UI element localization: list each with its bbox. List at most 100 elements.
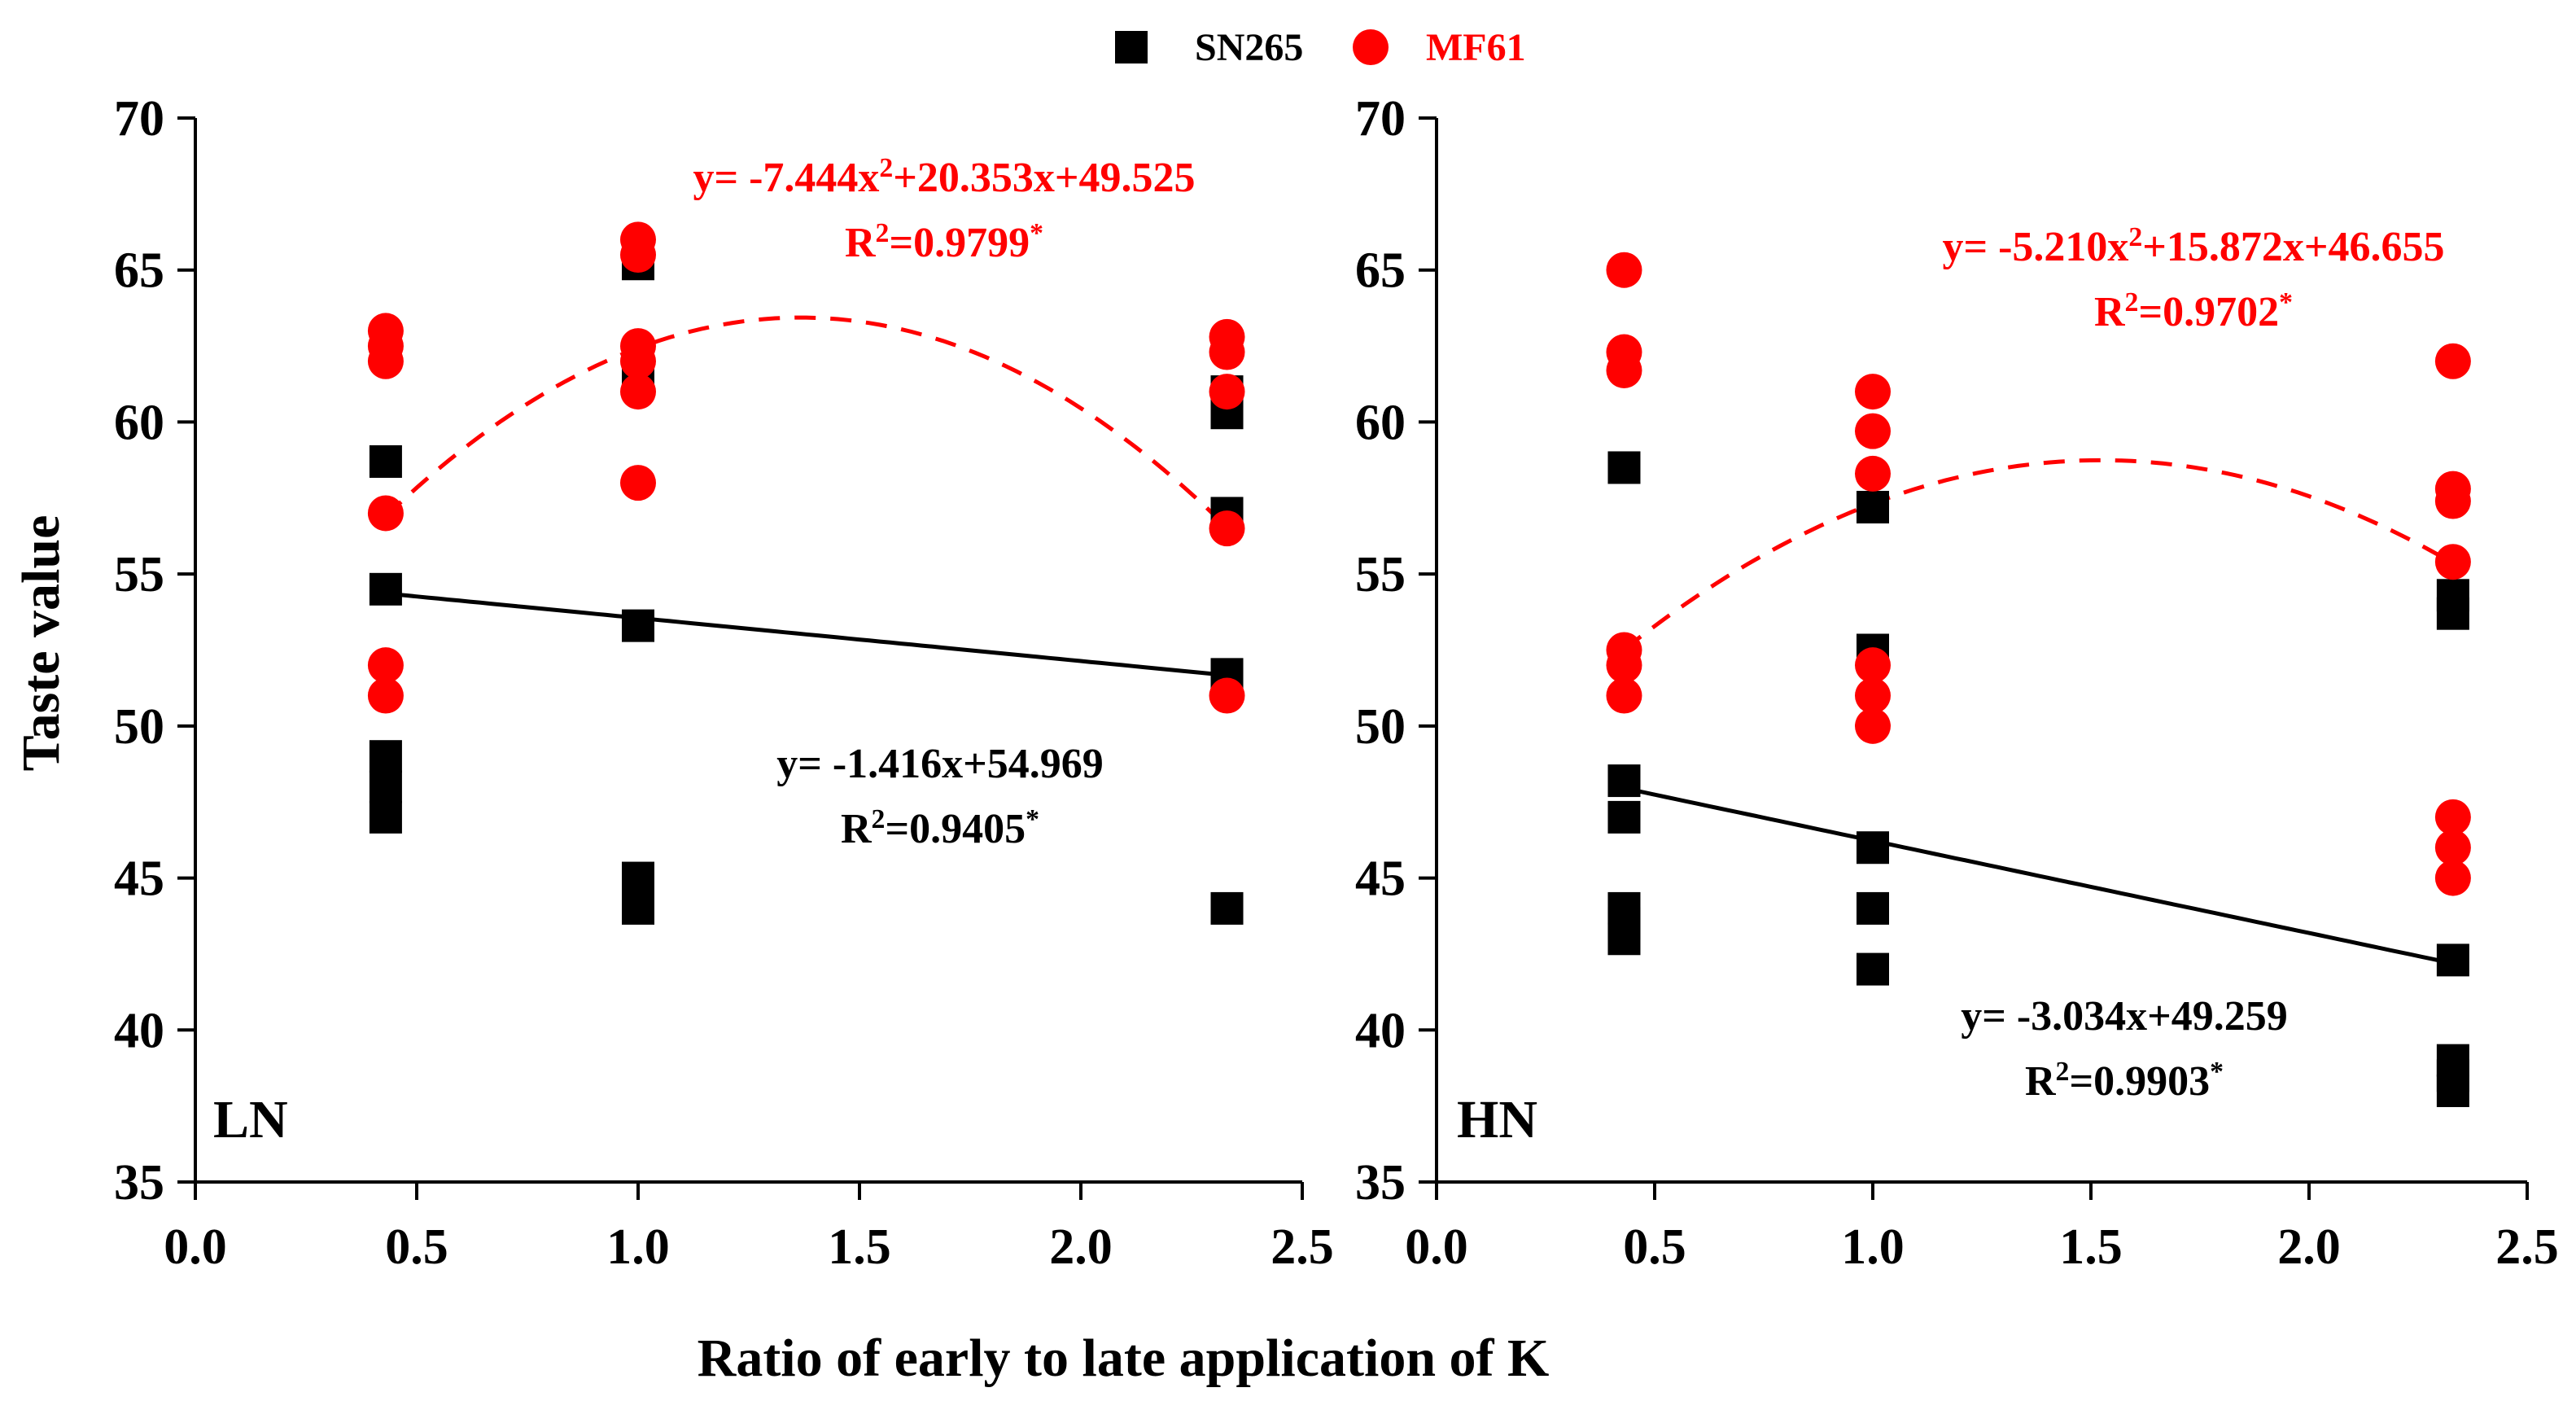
x-tick-label: 1.0 (1841, 1219, 1905, 1275)
y-tick-label: 55 (1355, 547, 1406, 602)
fit-r2-sn265: R2=0.9405* (841, 804, 1039, 853)
y-tick-label: 35 (114, 1155, 164, 1210)
y-tick-label: 45 (114, 851, 164, 907)
point-sn265 (1607, 764, 1641, 798)
point-sn265 (369, 572, 402, 606)
fit-equation-sn265: y= -1.416x+54.969 (776, 741, 1104, 787)
point-sn265 (369, 800, 402, 834)
fit-line-sn265 (385, 591, 1227, 677)
panel-hn: 35 40 45 50 55 60 65 70 0.0 0.5 1.0 1.5 2.0 2.5 y= -3.… (1355, 91, 2559, 1275)
x-tick-label: 0.5 (1623, 1219, 1686, 1275)
panel-ln: 35 40 45 50 55 60 65 70 0.0 0.5 1.0 1.5 2.0 2.5 y= -1.… (114, 91, 1334, 1275)
y-tick-label: 35 (1355, 1155, 1406, 1210)
y-tick-label: 65 (1355, 243, 1406, 299)
point-mf61 (1855, 413, 1891, 449)
legend-label-mf61: MF61 (1426, 26, 1526, 69)
x-tick-label: 2.5 (1271, 1219, 1334, 1275)
y-tick-label: 45 (1355, 851, 1406, 907)
point-mf61 (1606, 252, 1642, 288)
point-mf61 (367, 495, 404, 532)
legend-marker-sn265 (1115, 31, 1148, 63)
legend-marker-mf61 (1353, 29, 1389, 65)
point-sn265 (1857, 490, 1889, 523)
point-mf61 (620, 374, 656, 410)
point-sn265 (622, 609, 654, 642)
point-mf61 (367, 677, 404, 714)
point-mf61 (1855, 374, 1891, 410)
point-sn265 (1607, 800, 1641, 834)
point-sn265 (369, 770, 402, 803)
point-mf61 (620, 237, 656, 274)
fit-line-mf61 (1622, 457, 2455, 651)
point-mf61 (367, 647, 404, 684)
point-mf61 (620, 343, 656, 379)
point-mf61 (2434, 343, 2471, 379)
x-tick-label: 1.0 (606, 1219, 670, 1275)
x-tick-label: 0.0 (1405, 1219, 1468, 1275)
point-mf61 (1606, 352, 1642, 388)
point-mf61 (2434, 483, 2471, 519)
point-sn265 (622, 891, 654, 925)
y-tick-label: 70 (114, 91, 164, 147)
x-tick-label: 2.5 (2495, 1219, 2559, 1275)
x-tick-label: 0.5 (385, 1219, 448, 1275)
point-sn265 (369, 444, 402, 478)
fit-line-mf61 (384, 315, 1229, 529)
point-sn265 (1607, 451, 1641, 484)
y-tick-label: 70 (1355, 91, 1406, 147)
point-sn265 (1210, 891, 1244, 925)
point-mf61 (1855, 677, 1891, 714)
point-sn265 (1857, 952, 1889, 986)
y-tick-label: 65 (114, 243, 164, 299)
panel-label: HN (1457, 1090, 1537, 1149)
point-mf61 (1855, 707, 1891, 744)
point-mf61 (1209, 677, 1245, 714)
point-mf61 (1209, 374, 1245, 410)
point-sn265 (2436, 943, 2469, 977)
fit-equation-mf61: y= -5.210x2+15.872x+46.655 (1942, 222, 2444, 271)
fit-r2-sn265: R2=0.9903* (2025, 1057, 2224, 1105)
y-tick-label: 50 (114, 699, 164, 755)
point-mf61 (2434, 860, 2471, 896)
x-tick-label: 1.5 (2059, 1219, 2123, 1275)
point-mf61 (1606, 677, 1642, 714)
point-mf61 (2434, 830, 2471, 866)
point-mf61 (620, 465, 656, 501)
point-mf61 (1855, 647, 1891, 684)
point-sn265 (1857, 831, 1889, 865)
fit-equation-sn265: y= -3.034x+49.259 (1961, 993, 2288, 1040)
fit-line-sn265 (1623, 786, 2454, 965)
point-mf61 (2434, 544, 2471, 580)
point-mf61 (1855, 455, 1891, 492)
point-mf61 (367, 343, 404, 379)
y-tick-label: 55 (114, 547, 164, 602)
x-tick-label: 1.5 (828, 1219, 891, 1275)
fit-r2-mf61: R2=0.9799* (845, 218, 1043, 267)
legend-label-sn265: SN265 (1195, 26, 1303, 69)
panel-label: LN (213, 1090, 288, 1149)
x-tick-label: 2.0 (2277, 1219, 2341, 1275)
x-axis-title: Ratio of early to late application of K (698, 1329, 1550, 1388)
point-mf61 (1209, 334, 1245, 370)
point-sn265 (1607, 922, 1641, 956)
y-tick-label: 40 (114, 1003, 164, 1058)
y-tick-label: 60 (114, 395, 164, 450)
point-sn265 (2436, 1074, 2469, 1107)
y-tick-label: 40 (1355, 1003, 1406, 1058)
x-tick-label: 2.0 (1049, 1219, 1113, 1275)
point-sn265 (622, 861, 654, 895)
y-axis-title: Taste value (11, 515, 71, 772)
point-mf61 (1606, 647, 1642, 684)
fit-r2-mf61: R2=0.9702* (2094, 287, 2293, 336)
x-tick-label: 0.0 (164, 1219, 227, 1275)
point-sn265 (2436, 597, 2469, 630)
fit-equation-mf61: y= -7.444x2+20.353x+49.525 (693, 153, 1195, 202)
y-tick-label: 50 (1355, 699, 1406, 755)
point-sn265 (369, 740, 402, 773)
point-mf61 (1209, 510, 1245, 547)
point-mf61 (2434, 799, 2471, 835)
point-sn265 (1857, 891, 1889, 925)
legend: SN265 MF61 (1115, 26, 1526, 69)
